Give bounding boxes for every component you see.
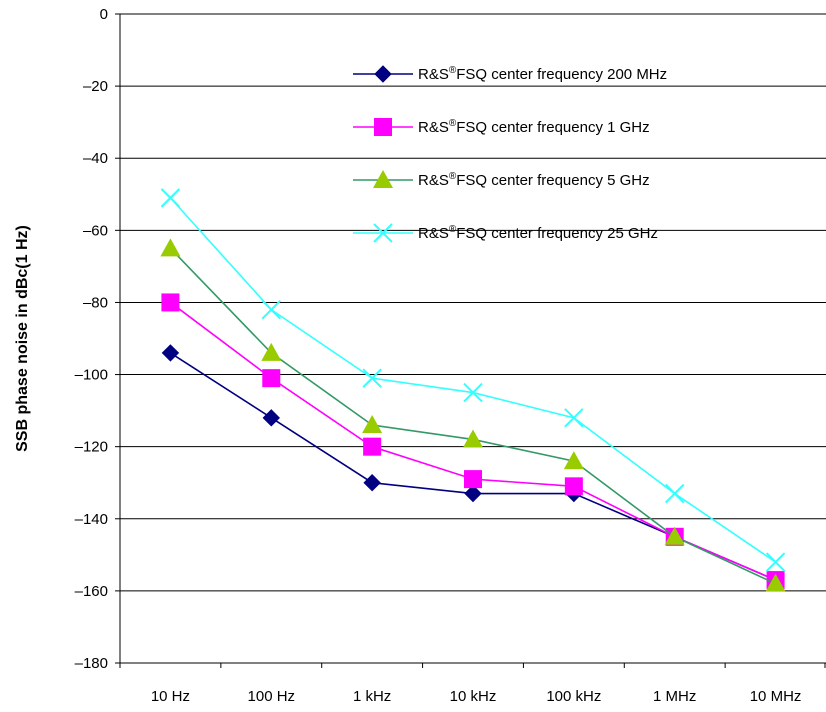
x-tick-label: 100 kHz [546,688,601,705]
x-tick-label: 1 MHz [653,688,696,705]
marker-triangle [160,238,181,257]
marker-square [464,470,482,489]
marker-diamond [464,484,482,503]
marker-triangle [463,429,483,448]
y-tick-label: 0 [100,6,108,23]
x-axis-ticks: 10 Hz 100 Hz 1 kHz 10 kHz 100 kHz 1 MHz 10 MHz [119,663,826,705]
marker-triangle [765,573,786,592]
y-axis-ticks: 0 –20 –40 –60 –80 –100 –120 –140 –160 –180 [75,6,120,672]
marker-x [665,483,685,504]
legend-entry: R&S®FSQ center frequency 200 MHz [353,65,667,83]
marker-diamond [262,409,280,427]
marker-triangle [373,170,393,188]
marker-triangle [563,451,584,470]
series-1 [161,344,785,589]
y-axis-label: SSB phase noise in dBc(1 Hz) [14,225,31,452]
y-tick-label: –20 [83,78,108,95]
marker-x [765,552,786,572]
series-line [169,352,776,581]
x-tick-label: 100 Hz [248,688,296,705]
y-tick-label: –40 [83,150,108,167]
x-tick-label: 1 kHz [353,688,391,705]
y-tick-label: –60 [83,222,108,239]
series-3 [160,238,786,592]
y-tick-label: –180 [75,655,108,672]
axes [119,14,826,664]
legend-label: R&S®FSQ center frequency 25 GHz [418,224,658,242]
y-tick-label: –80 [83,294,108,311]
y-tick-label: –160 [75,583,108,600]
x-tick-label: 10 Hz [151,688,190,705]
legend-label: R&S®FSQ center frequency 200 MHz [418,65,667,83]
legend-entry: R&S®FSQ center frequency 5 GHz [353,170,650,189]
legend-entry: R&S®FSQ center frequency 25 GHz [353,223,658,243]
marker-diamond [161,344,180,362]
marker-square [161,293,180,312]
legend: R&S®FSQ center frequency 200 MHz R&S®FSQ … [353,65,667,243]
marker-x [160,188,181,208]
marker-triangle [261,342,282,361]
series-group [160,188,786,592]
x-tick-label: 10 MHz [750,688,802,705]
marker-diamond [374,65,392,83]
y-tick-label: –140 [75,511,108,528]
marker-x [362,368,382,388]
marker-square [374,118,392,136]
legend-label: R&S®FSQ center frequency 1 GHz [418,118,650,136]
marker-x [463,382,483,403]
marker-diamond [363,474,381,492]
marker-x [564,408,584,428]
marker-x [261,299,281,320]
y-tick-label: –120 [75,439,108,456]
marker-x [373,223,393,243]
grid-lines [120,13,826,592]
marker-square [363,437,382,456]
series-4 [160,188,786,572]
marker-square [564,477,583,496]
legend-label: R&S®FSQ center frequency 5 GHz [418,171,650,189]
x-tick-label: 10 kHz [450,688,497,705]
marker-triangle [664,526,685,545]
marker-triangle [362,415,383,434]
series-line [169,197,777,563]
legend-entry: R&S®FSQ center frequency 1 GHz [353,118,650,136]
marker-square [262,369,281,388]
y-tick-label: –100 [75,367,108,384]
